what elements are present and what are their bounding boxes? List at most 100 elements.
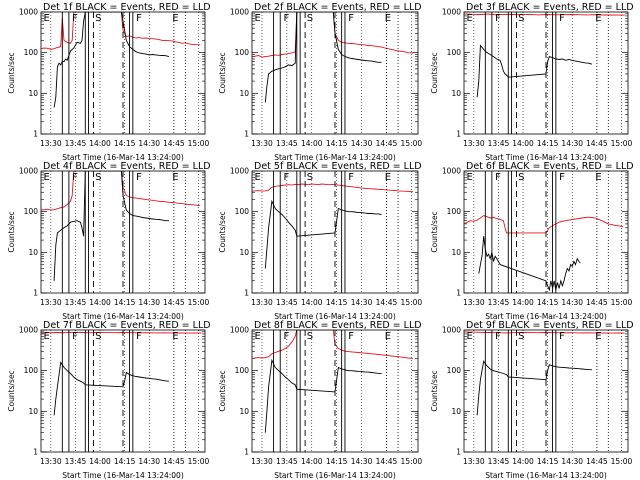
segment-marker-f2: F — [348, 172, 354, 183]
x-tick-label: 13:30 — [40, 457, 62, 466]
y-tick-label: 10 — [28, 89, 38, 98]
plot-frame — [463, 329, 629, 453]
panel-1: Det 1f BLACK = Events, RED = LLD Start Ti… — [7, 2, 211, 162]
plot-series — [252, 12, 414, 103]
plot-series — [41, 171, 201, 281]
x-tick-label: 14:45 — [163, 139, 185, 148]
segment-marker-e1: E — [254, 331, 260, 342]
segment-marker-f1: F — [72, 13, 78, 24]
panel-title: Det 9f BLACK = Events, RED = LLD — [466, 320, 634, 331]
segment-marker-s: S — [95, 172, 101, 183]
plot-frame — [40, 170, 206, 294]
x-tick-label: 14:00 — [512, 298, 534, 307]
y-tick-label: 1 — [244, 130, 249, 139]
x-tick-label: 15:00 — [401, 139, 423, 148]
events-series-line — [264, 12, 382, 103]
x-tick-label: 15:00 — [188, 139, 210, 148]
y-tick-label: 1000 — [442, 326, 461, 335]
x-tick-label: 13:30 — [463, 457, 485, 466]
x-axis-label: Start Time (16-Mar-14 13:24:00) — [62, 471, 184, 480]
x-axis-label: Start Time (16-Mar-14 13:24:00) — [62, 312, 184, 321]
x-tick-label: 14:15 — [326, 298, 348, 307]
x-tick-label: 14:00 — [301, 457, 323, 466]
y-tick-label: 1 — [456, 289, 461, 298]
y-tick-label: 100 — [24, 366, 39, 375]
y-tick-label: 100 — [24, 48, 39, 57]
segment-marker-f2: F — [559, 331, 565, 342]
plot-series — [252, 183, 414, 269]
y-axis-label: Counts/sec — [430, 370, 439, 411]
x-tick-label: 15:00 — [188, 457, 210, 466]
panel-3: Det 3f BLACK = Events, RED = LLD Start Ti… — [430, 2, 634, 162]
segment-marker-e2: E — [595, 172, 601, 183]
lld-series-line — [252, 183, 414, 193]
segment-marker-s: S — [307, 172, 313, 183]
x-tick-label: 14:30 — [351, 298, 373, 307]
x-tick-label: 14:45 — [163, 457, 185, 466]
y-axis-label: Counts/sec — [218, 52, 227, 93]
y-tick-label: 1000 — [19, 8, 38, 17]
plot-frame — [40, 329, 206, 453]
x-tick-label: 14:45 — [163, 298, 185, 307]
segment-marker-e2: E — [385, 331, 391, 342]
x-tick-label: 13:45 — [488, 298, 510, 307]
segment-marker-e2: E — [172, 13, 178, 24]
x-tick-label: 14:15 — [114, 139, 136, 148]
plot-series — [464, 331, 625, 416]
x-tick-label: 14:30 — [138, 457, 160, 466]
segment-marker-f1: F — [72, 172, 78, 183]
segment-marker-e2: E — [595, 13, 601, 24]
events-series-line — [53, 171, 169, 281]
y-tick-label: 10 — [239, 407, 249, 416]
y-tick-label: 10 — [239, 89, 249, 98]
segment-marker-e2: E — [172, 331, 178, 342]
x-tick-label: 14:45 — [586, 139, 608, 148]
x-tick-label: 13:30 — [463, 298, 485, 307]
y-axis-label: Counts/sec — [7, 52, 16, 93]
x-tick-label: 14:30 — [561, 457, 583, 466]
x-tick-label: 13:30 — [40, 298, 62, 307]
x-axis-label: Start Time (16-Mar-14 13:24:00) — [274, 153, 396, 162]
segment-marker-e1: E — [43, 172, 49, 183]
x-tick-label: 14:00 — [89, 139, 111, 148]
segment-marker-f1: F — [495, 172, 501, 183]
lld-series-line — [41, 171, 201, 211]
segment-marker-f1: F — [284, 172, 290, 183]
plot-frame — [463, 170, 629, 294]
y-tick-label: 10 — [451, 89, 461, 98]
panel-5: Det 5f BLACK = Events, RED = LLD Start Ti… — [218, 161, 422, 321]
y-tick-label: 100 — [447, 207, 462, 216]
segment-marker-f2: F — [136, 13, 142, 24]
events-series-line — [264, 358, 382, 433]
y-tick-label: 100 — [447, 48, 462, 57]
segment-marker-s: S — [518, 172, 524, 183]
panel-9: Det 9f BLACK = Events, RED = LLD Start Ti… — [430, 320, 634, 480]
segment-marker-s: S — [95, 331, 101, 342]
y-tick-label: 100 — [235, 366, 250, 375]
events-series-line — [478, 236, 581, 292]
x-tick-label: 14:45 — [376, 298, 398, 307]
panel-title: Det 2f BLACK = Events, RED = LLD — [254, 2, 422, 13]
x-tick-label: 14:30 — [138, 139, 160, 148]
y-tick-label: 10 — [28, 248, 38, 257]
segment-marker-s: S — [95, 13, 101, 24]
x-tick-label: 13:30 — [251, 139, 273, 148]
y-tick-label: 1 — [456, 130, 461, 139]
events-series-line — [264, 199, 382, 269]
panel-7: Det 7f BLACK = Events, RED = LLD Start Ti… — [7, 320, 211, 480]
plot-frame — [251, 329, 419, 453]
x-tick-label: 13:45 — [488, 457, 510, 466]
y-tick-label: 10 — [451, 248, 461, 257]
segment-marker-f1: F — [495, 331, 501, 342]
x-tick-label: 13:30 — [40, 139, 62, 148]
y-tick-label: 1000 — [19, 167, 38, 176]
plot-series — [464, 215, 624, 292]
x-tick-label: 14:00 — [512, 457, 534, 466]
x-tick-label: 13:45 — [276, 139, 298, 148]
x-tick-label: 13:45 — [276, 457, 298, 466]
x-tick-label: 14:15 — [326, 139, 348, 148]
plot-frame — [40, 11, 206, 135]
events-series-line — [53, 12, 170, 108]
x-tick-label: 13:45 — [65, 457, 87, 466]
x-tick-label: 13:45 — [65, 298, 87, 307]
